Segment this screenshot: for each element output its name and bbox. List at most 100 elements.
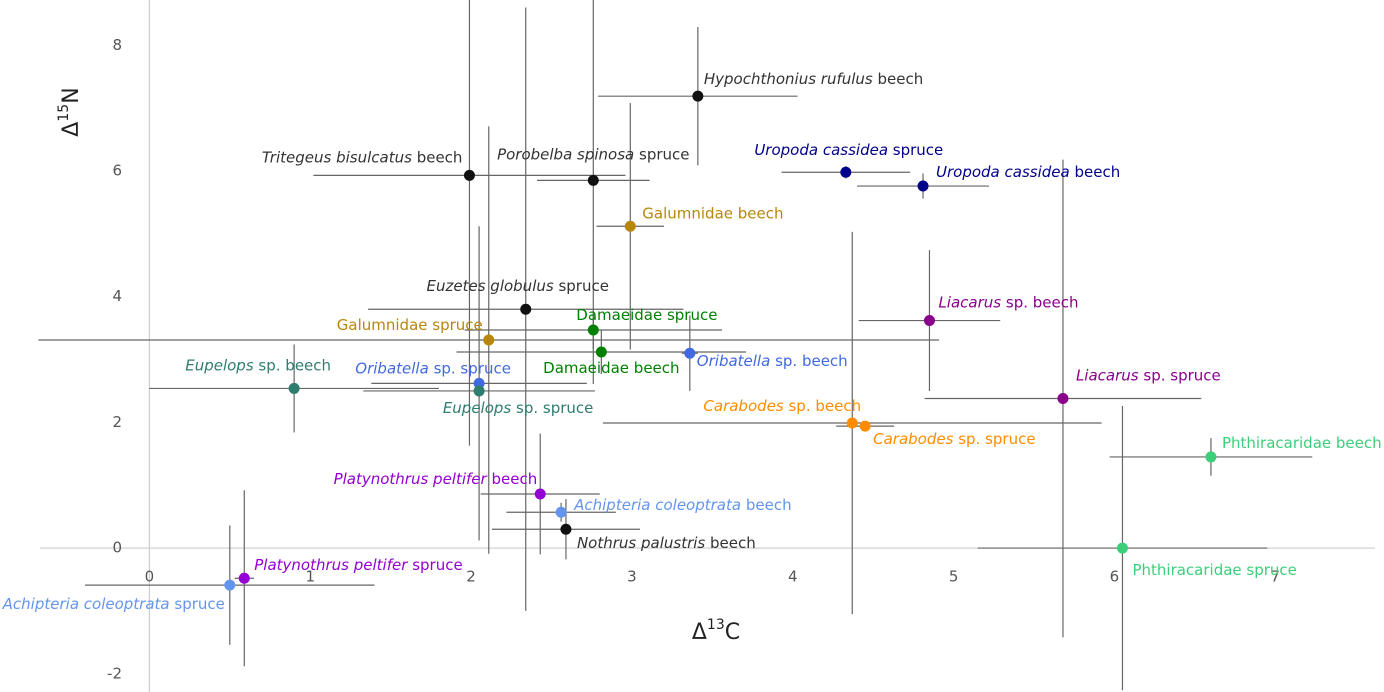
- label-italic: Liacarus: [938, 293, 1001, 311]
- point-label: Nothrus palustris beech: [577, 534, 756, 552]
- label-text: Damaeidae spruce: [576, 305, 717, 323]
- x-tick-label: 5: [949, 568, 959, 586]
- label-text: spruce: [893, 141, 944, 159]
- label-italic: Carabodes: [703, 396, 783, 414]
- point: [534, 488, 546, 500]
- label-text: sp. beech: [258, 356, 331, 374]
- point: [238, 572, 250, 584]
- point: [473, 385, 485, 397]
- point: [923, 315, 935, 327]
- point: [859, 420, 871, 432]
- label-text: beech: [878, 70, 924, 88]
- point: [692, 90, 704, 102]
- label-text: beech: [491, 470, 537, 488]
- label-text: spruce: [412, 556, 463, 574]
- point: [624, 220, 636, 232]
- label-italic: Oribatella: [355, 359, 429, 377]
- x-tick-label: 1: [305, 568, 315, 586]
- y-tick-label: 4: [112, 287, 122, 305]
- point: [463, 169, 475, 181]
- point: [917, 180, 929, 192]
- point-label: Achipteria coleoptrata spruce: [2, 595, 225, 613]
- point-label: Eupelops sp. spruce: [443, 398, 594, 416]
- point-label: Carabodes sp. beech: [703, 396, 861, 414]
- point: [1116, 542, 1128, 554]
- point-label: Eupelops sp. beech: [185, 356, 331, 374]
- label-text: Galumnidae spruce: [337, 316, 483, 334]
- point: [520, 303, 532, 315]
- point-label: Oribatella sp. beech: [697, 352, 848, 370]
- point-label: Euzetes globulus spruce: [427, 277, 609, 295]
- point: [473, 377, 485, 389]
- point-label: Phthiracaridae spruce: [1132, 561, 1296, 579]
- label-italic: Uropoda cassidea: [936, 163, 1070, 181]
- point-label: Platynothrus peltifer spruce: [254, 556, 462, 574]
- y-tick-label: 8: [112, 36, 122, 54]
- x-tick-label: 6: [1110, 568, 1120, 586]
- y-tick-label: -2: [107, 664, 122, 682]
- x-tick-label: 7: [1271, 568, 1281, 586]
- label-italic: Porobelba spinosa: [497, 145, 634, 163]
- label-text: Galumnidae beech: [642, 204, 783, 222]
- label-text: Phthiracaridae beech: [1222, 433, 1382, 451]
- point: [587, 324, 599, 336]
- y-axis-label: Δ15N: [56, 87, 84, 136]
- y-tick-label: 2: [112, 413, 122, 431]
- label-text: sp. spruce: [434, 359, 511, 377]
- point-label: Hypochthonius rufulus beech: [704, 70, 923, 88]
- x-axis-label: Δ13C: [692, 617, 740, 645]
- point: [483, 334, 495, 346]
- label-text: spruce: [558, 277, 609, 295]
- label-italic: Hypochthonius rufulus: [704, 70, 873, 88]
- label-text: spruce: [639, 145, 690, 163]
- point-label: Oribatella sp. spruce: [355, 359, 511, 377]
- point: [560, 523, 572, 535]
- label-italic: Platynothrus peltifer: [334, 470, 488, 488]
- point: [846, 417, 858, 429]
- label-italic: Eupelops: [185, 356, 254, 374]
- label-italic: Carabodes: [873, 430, 953, 448]
- point: [595, 346, 607, 358]
- point-label: Galumnidae spruce: [337, 316, 483, 334]
- label-text: beech: [710, 534, 756, 552]
- point: [684, 347, 696, 359]
- x-tick-label: 4: [788, 568, 798, 586]
- axes: 0 1 2 3 4 5 6 7 -2 0 2 4 6 8: [40, 0, 1375, 692]
- points: [224, 90, 1217, 591]
- point-label: Galumnidae beech: [642, 204, 783, 222]
- label-italic: Oribatella: [697, 352, 771, 370]
- point: [1057, 392, 1069, 404]
- label-text: beech: [417, 148, 463, 166]
- point-label: Phthiracaridae beech: [1222, 433, 1382, 451]
- point: [224, 579, 236, 591]
- label-italic: Nothrus palustris: [577, 534, 705, 552]
- y-tick-label: 0: [112, 539, 122, 557]
- point-label: Achipteria coleoptrata beech: [573, 496, 791, 514]
- label-italic: Euzetes globulus: [427, 277, 554, 295]
- point: [840, 166, 852, 178]
- point-label: Carabodes sp. spruce: [873, 430, 1035, 448]
- label-text: sp. beech: [775, 352, 848, 370]
- label-text: beech: [746, 496, 792, 514]
- point-label: Uropoda cassidea beech: [936, 163, 1120, 181]
- label-italic: Achipteria coleoptrata: [2, 595, 170, 613]
- point-label: Damaeidae spruce: [576, 305, 717, 323]
- point-label: Liacarus sp. beech: [938, 293, 1078, 311]
- point-label: Damaeidae beech: [543, 358, 679, 376]
- label-italic: Tritegeus bisulcatus: [262, 148, 412, 166]
- label-text: Damaeidae beech: [543, 358, 679, 376]
- label-text: sp. beech: [788, 396, 861, 414]
- point: [288, 382, 300, 394]
- point-label: Platynothrus peltifer beech: [334, 470, 538, 488]
- label-italic: Liacarus: [1076, 366, 1139, 384]
- label-text: sp. spruce: [516, 398, 593, 416]
- point-label: Uropoda cassidea spruce: [754, 141, 943, 159]
- label-text: sp. beech: [1006, 293, 1079, 311]
- label-text: sp. spruce: [958, 430, 1035, 448]
- label-text: spruce: [174, 595, 225, 613]
- point-label: Tritegeus bisulcatus beech: [262, 148, 463, 166]
- label-italic: Eupelops: [443, 398, 512, 416]
- y-tick-label: 6: [112, 161, 122, 179]
